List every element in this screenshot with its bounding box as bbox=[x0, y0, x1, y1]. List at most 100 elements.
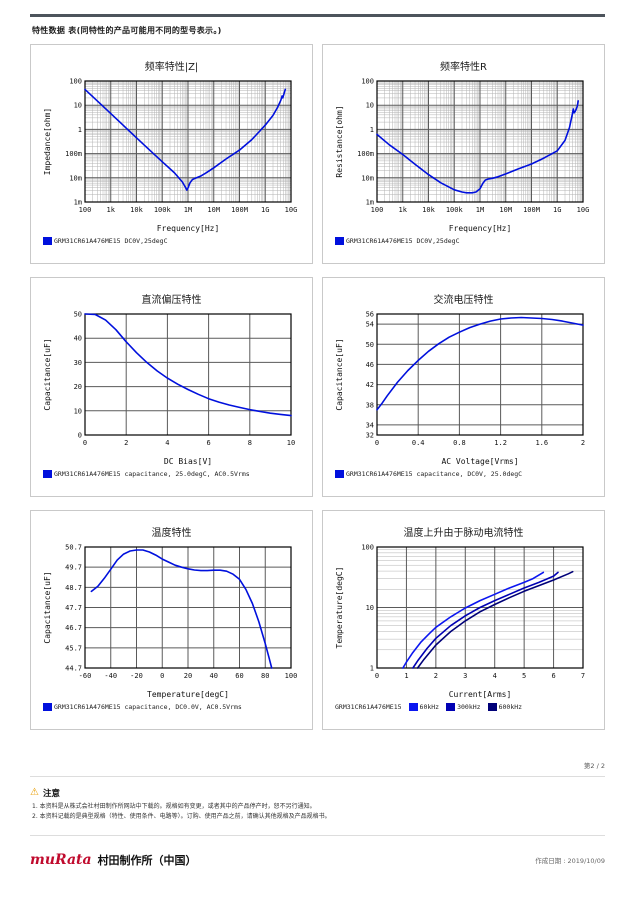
svg-text:10M: 10M bbox=[207, 206, 220, 214]
svg-text:54: 54 bbox=[365, 321, 373, 329]
svg-text:56: 56 bbox=[365, 311, 373, 319]
ripple-current-chart: 0 1 2 3 4 5 6 7110100Current[Arms]Temperature[d… bbox=[335, 544, 585, 700]
svg-text:49.7: 49.7 bbox=[65, 564, 82, 572]
temperature-chart: -60 -40 -20 0 20 40 60 80 100 44.7 45.7 46.7 47.7 48.… bbox=[43, 544, 297, 700]
svg-text:6: 6 bbox=[551, 672, 555, 680]
svg-text:10G: 10G bbox=[284, 206, 297, 214]
legend-item: GRM31CR61A476ME15 capacitance, DC0.0V, A… bbox=[43, 703, 242, 711]
svg-text:0: 0 bbox=[374, 672, 378, 680]
svg-text:Frequency[Hz]: Frequency[Hz] bbox=[156, 224, 219, 233]
svg-text:1.6: 1.6 bbox=[535, 439, 548, 447]
svg-text:40: 40 bbox=[73, 335, 81, 343]
svg-text:3: 3 bbox=[463, 672, 467, 680]
legend-swatch-icon bbox=[446, 703, 456, 711]
legend-item: 60kHz bbox=[408, 703, 440, 711]
svg-text:1.2: 1.2 bbox=[494, 439, 507, 447]
legend-label: GRM31CR61A476ME15 capacitance, 25.0degC,… bbox=[54, 470, 250, 478]
svg-text:Capacitance[uF]: Capacitance[uF] bbox=[43, 571, 52, 643]
legend-item: GRM31CR61A476ME15 DC0V,25degC bbox=[335, 237, 460, 245]
svg-text:20: 20 bbox=[183, 672, 191, 680]
svg-text:100M: 100M bbox=[523, 206, 540, 214]
chart-panel-dc-bias: 直流偏压特性 0 2 4 6 8 10 0 10 20 30 40 50 DC Bias[V] Capac… bbox=[30, 277, 313, 497]
chart-legend: GRM31CR61A476ME15 capacitance, DC0V, 25.… bbox=[335, 470, 604, 478]
legend-label: GRM31CR61A476ME15 capacitance, DC0V, 25.… bbox=[346, 470, 523, 478]
svg-text:1k: 1k bbox=[398, 206, 407, 214]
legend-swatch-icon bbox=[487, 703, 497, 711]
svg-text:0: 0 bbox=[374, 439, 378, 447]
legend-swatch-icon bbox=[335, 237, 344, 245]
svg-text:Temperature[degC]: Temperature[degC] bbox=[335, 567, 344, 649]
chart-legend: GRM31CR61A476ME15 DC0V,25degC bbox=[335, 237, 604, 245]
svg-text:1: 1 bbox=[369, 665, 373, 673]
notice-header: ⚠ 注意 bbox=[30, 787, 633, 800]
ac-voltage-chart: 0 0.4 0.8 1.2 1.6 2 32 34 38 42 46 50 54 56 AC Voltage… bbox=[335, 311, 585, 467]
svg-text:48.7: 48.7 bbox=[65, 584, 82, 592]
svg-text:Capacitance[uF]: Capacitance[uF] bbox=[43, 338, 52, 410]
legend-item: GRM31CR61A476ME15 bbox=[335, 703, 402, 711]
svg-text:10k: 10k bbox=[130, 206, 143, 214]
svg-text:0.8: 0.8 bbox=[453, 439, 466, 447]
chart-title: 直流偏压特性 bbox=[141, 295, 202, 306]
resistance-frequency-chart: 100 1k 10k 100k 1M 10M 100M 1G 10G 1m 10m 100m 1 10 10… bbox=[335, 78, 589, 234]
svg-text:2: 2 bbox=[580, 439, 584, 447]
svg-text:1: 1 bbox=[404, 672, 408, 680]
svg-text:DC Bias[V]: DC Bias[V] bbox=[163, 457, 211, 466]
svg-text:1G: 1G bbox=[553, 206, 561, 214]
legend-item: GRM31CR61A476ME15 capacitance, 25.0degC,… bbox=[43, 470, 250, 478]
svg-text:100m: 100m bbox=[357, 150, 374, 158]
page-title: 特性数据 表(同特性的产品可能用不同的型号表示。) bbox=[32, 26, 222, 35]
svg-text:4: 4 bbox=[492, 672, 496, 680]
svg-text:30: 30 bbox=[73, 359, 81, 367]
warning-icon: ⚠ bbox=[30, 787, 39, 798]
footer-brand-row: muRata 村田制作所（中国） 作成日期 : 2019/10/09 bbox=[30, 852, 605, 868]
legend-swatch-icon bbox=[43, 470, 52, 478]
legend-label: 300kHz bbox=[457, 703, 481, 711]
chart-title: 频率特性|Z| bbox=[144, 62, 199, 73]
chart-legend: GRM31CR61A476ME15 60kHz 300kHz 600kHz bbox=[335, 703, 604, 711]
chart-title: 温度上升由于脉动电流特性 bbox=[403, 528, 524, 539]
brand: muRata 村田制作所（中国） bbox=[30, 852, 197, 868]
svg-text:100k: 100k bbox=[153, 206, 171, 214]
legend-swatch-icon bbox=[43, 237, 52, 245]
legend-label: 60kHz bbox=[419, 703, 440, 711]
creation-date: 作成日期 : 2019/10/09 bbox=[535, 857, 605, 866]
svg-text:Capacitance[uF]: Capacitance[uF] bbox=[335, 338, 344, 410]
dc-bias-chart: 0 2 4 6 8 10 0 10 20 30 40 50 DC Bias[V] Capacitance[… bbox=[43, 311, 295, 467]
svg-text:0: 0 bbox=[77, 432, 81, 440]
svg-text:60: 60 bbox=[235, 672, 243, 680]
legend-item: 600kHz bbox=[487, 703, 522, 711]
legend-swatch-icon bbox=[408, 703, 418, 711]
chart-title: 频率特性R bbox=[440, 62, 487, 73]
svg-text:2: 2 bbox=[124, 439, 128, 447]
svg-text:100M: 100M bbox=[231, 206, 248, 214]
svg-text:-20: -20 bbox=[130, 672, 143, 680]
svg-text:1M: 1M bbox=[183, 206, 191, 214]
chart-panel-temperature: 温度特性 -60 -40 -20 0 20 40 60 80 100 44.7 45.7 46.7 47… bbox=[30, 510, 313, 730]
svg-text:46: 46 bbox=[365, 361, 373, 369]
legend-label: GRM31CR61A476ME15 DC0V,25degC bbox=[346, 237, 460, 245]
svg-text:38: 38 bbox=[365, 401, 373, 409]
svg-text:1: 1 bbox=[77, 126, 81, 134]
svg-text:100: 100 bbox=[69, 78, 82, 86]
chart-panel-impedance: 频率特性|Z| 100 1k 10k 100k 1M 10M 100M 1G 10G 1m 10m 1… bbox=[30, 44, 313, 264]
chart-legend: GRM31CR61A476ME15 DC0V,25degC bbox=[43, 237, 312, 245]
svg-text:1: 1 bbox=[369, 126, 373, 134]
svg-text:8: 8 bbox=[247, 439, 251, 447]
svg-text:0: 0 bbox=[82, 439, 86, 447]
svg-text:100: 100 bbox=[370, 206, 383, 214]
legend-item: 300kHz bbox=[446, 703, 481, 711]
svg-text:2: 2 bbox=[433, 672, 437, 680]
svg-text:1m: 1m bbox=[365, 199, 373, 207]
svg-text:100: 100 bbox=[361, 544, 374, 552]
svg-text:100m: 100m bbox=[65, 150, 82, 158]
svg-text:100k: 100k bbox=[445, 206, 463, 214]
chart-panel-ac-voltage: 交流电压特性 0 0.4 0.8 1.2 1.6 2 32 34 38 42 46 50 54 56 AC … bbox=[322, 277, 605, 497]
svg-text:Frequency[Hz]: Frequency[Hz] bbox=[448, 224, 511, 233]
legend-item: GRM31CR61A476ME15 capacitance, DC0V, 25.… bbox=[335, 470, 522, 478]
notice-title: 注意 bbox=[42, 789, 60, 799]
divider bbox=[30, 776, 605, 777]
svg-text:46.7: 46.7 bbox=[65, 624, 82, 632]
svg-text:100: 100 bbox=[284, 672, 297, 680]
svg-text:Current[Arms]: Current[Arms] bbox=[448, 690, 511, 699]
legend-label: GRM31CR61A476ME15 DC0V,25degC bbox=[54, 237, 168, 245]
